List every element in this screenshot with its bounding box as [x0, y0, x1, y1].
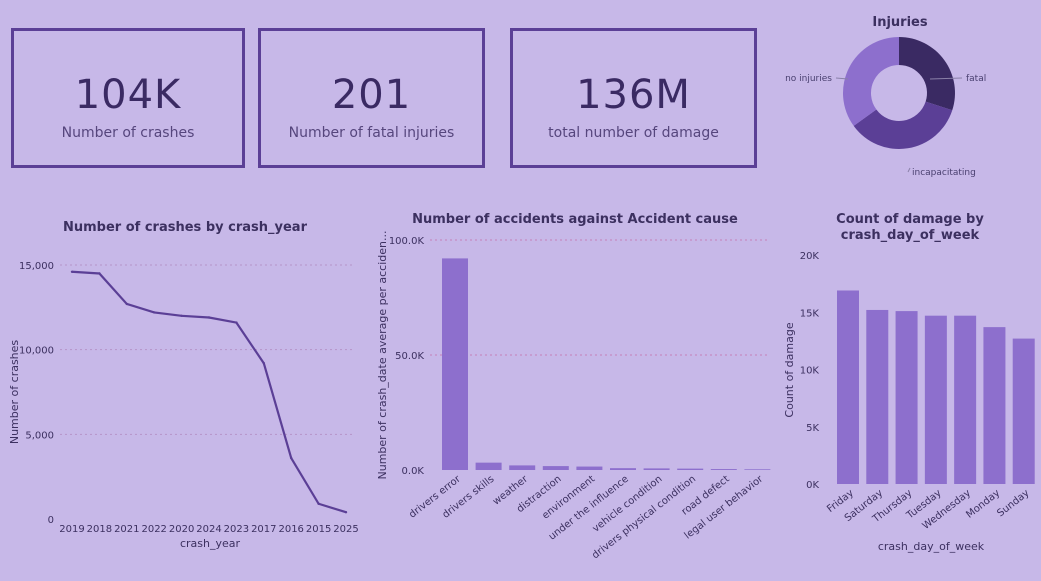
kpi-value: 201 — [331, 72, 412, 118]
line-point — [235, 321, 238, 324]
line-point — [207, 316, 211, 319]
y-tick-label: 0 — [48, 515, 54, 526]
donut-slice-no-injuries — [843, 37, 899, 126]
y-axis-title: Number of crash_date average per acciden… — [376, 231, 389, 480]
x-tick-label: 2025 — [333, 524, 358, 535]
y-tick-label: 0.0K — [402, 466, 425, 477]
x-tick-label: 2015 — [306, 524, 331, 535]
kpi-value: 136M — [576, 72, 691, 118]
bar-vehicle-condition — [643, 468, 670, 470]
kpi-card-fatal-injuries[interactable]: 201 Number of fatal injuries — [258, 28, 485, 168]
kpi-value: 104K — [74, 72, 182, 118]
bar-saturday — [866, 309, 889, 484]
bar-distraction — [542, 466, 569, 470]
bar-sunday — [1012, 338, 1035, 484]
x-tick-label: 2016 — [278, 524, 303, 535]
bar-legal-user-behavior — [744, 469, 771, 470]
crashes-line-series — [71, 270, 347, 514]
bar-wednesday — [954, 315, 977, 484]
bar-weather — [509, 465, 536, 470]
line-point — [98, 272, 101, 275]
y-tick-label: 100.0K — [389, 236, 425, 247]
y-tick-label: 15,000 — [19, 261, 54, 272]
x-tick-label: Monday — [964, 488, 1002, 521]
x-tick-label: 2021 — [114, 524, 139, 535]
donut-label: fatal — [966, 74, 986, 84]
kpi-card-damage[interactable]: 136M total number of damage — [510, 28, 757, 168]
kpi-card-crashes[interactable]: 104K Number of crashes — [11, 28, 245, 168]
x-tick-label: 2024 — [196, 524, 221, 535]
bar-monday — [983, 327, 1006, 484]
donut-label: no injuries — [785, 74, 832, 84]
x-tick-label: 2022 — [141, 524, 166, 535]
y-tick-label: 15K — [800, 308, 820, 319]
crashes-by-year-title: Number of crashes by crash_year — [63, 220, 307, 235]
y-tick-label: 5,000 — [25, 430, 54, 441]
y-tick-label: 10K — [800, 366, 820, 377]
bar-tuesday — [924, 315, 947, 484]
line-point — [125, 302, 128, 306]
bar-drivers-physical-condition — [677, 468, 704, 470]
donut-label: incapacitating — [912, 168, 976, 178]
accidents-by-cause-title: Number of accidents against Accident cau… — [412, 212, 738, 227]
kpi-label: Number of fatal injuries — [288, 125, 455, 141]
x-tick-label: 2023 — [224, 524, 249, 535]
line-point — [70, 270, 74, 273]
bar-road-defect — [710, 469, 737, 470]
bar-friday — [837, 290, 859, 484]
x-tick-label: 2018 — [87, 524, 112, 535]
bar-drivers-skills — [475, 462, 502, 470]
y-tick-label: 50.0K — [395, 351, 424, 362]
y-axis-title: Number of crashes — [8, 340, 21, 445]
damage-by-day-title: Count of damage by crash_day_of_week — [836, 212, 984, 243]
bar-thursday — [895, 311, 918, 484]
donut-slice-incapacitating — [853, 101, 953, 150]
y-tick-label: 0K — [806, 480, 819, 491]
donut-leader-line — [907, 167, 911, 173]
bar-under-the-influence — [610, 468, 636, 470]
x-axis-title: crash_day_of_week — [878, 540, 985, 553]
donut-leader-line — [835, 77, 849, 80]
line-point — [153, 311, 156, 314]
line-point — [180, 314, 183, 317]
x-tick-label: 2017 — [251, 524, 276, 535]
line-point — [317, 502, 320, 505]
x-tick-label: Sunday — [995, 488, 1031, 520]
y-tick-label: 10,000 — [19, 346, 54, 357]
y-tick-label: 20K — [800, 251, 820, 262]
bar-environment — [576, 466, 603, 470]
x-axis-title: crash_year — [180, 537, 241, 550]
y-axis-title: Count of damage — [783, 322, 796, 417]
donut-slice-fatal — [899, 37, 955, 111]
kpi-label: Number of crashes — [61, 125, 195, 141]
x-tick-label: 2019 — [59, 524, 84, 535]
bar-drivers-error — [442, 258, 468, 470]
x-tick-label: 2020 — [169, 524, 194, 535]
kpi-label: total number of damage — [548, 125, 719, 141]
injuries-donut-chart[interactable]: fatal incapacitating no injuries — [770, 35, 1040, 185]
y-tick-label: 5K — [806, 423, 819, 434]
damage-by-day-chart[interactable]: 0K5K10K15K20KFridaySaturdayThursdayTuesd… — [775, 240, 1037, 558]
line-point — [262, 362, 265, 365]
line-point — [344, 511, 348, 514]
donut-leader-line — [929, 77, 963, 80]
line-point — [290, 456, 293, 460]
injuries-chart-title: Injuries — [872, 15, 928, 30]
